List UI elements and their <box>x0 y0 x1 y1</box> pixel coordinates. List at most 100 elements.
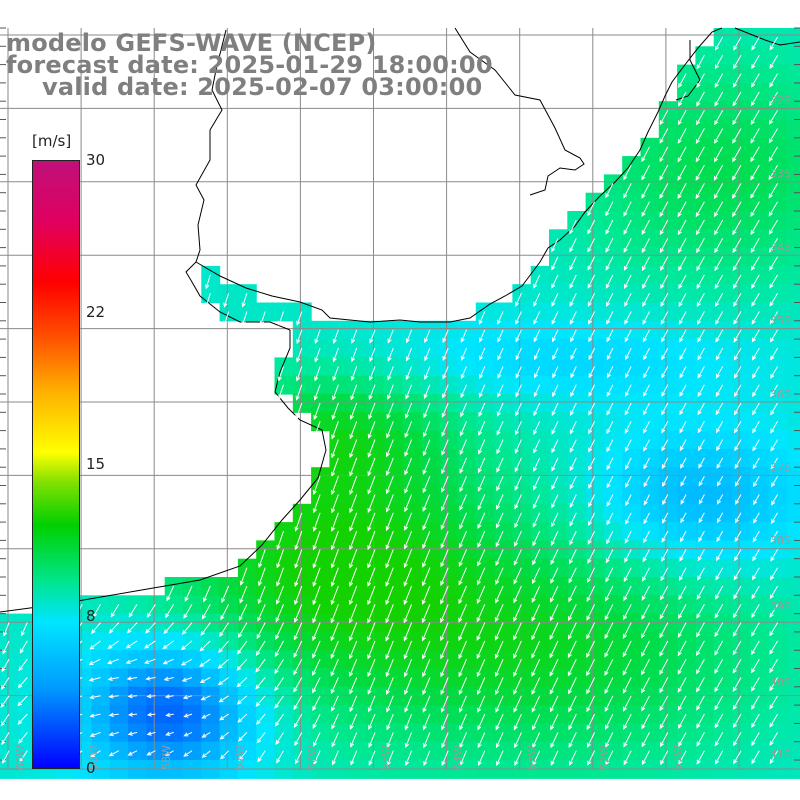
arrow-head <box>440 690 445 696</box>
arrow-head <box>769 265 774 271</box>
arrow-shaft <box>550 567 559 584</box>
wind-arrow <box>624 439 632 453</box>
arrow-shaft <box>331 439 339 458</box>
arrow-shaft <box>333 347 339 362</box>
arrow-shaft <box>513 677 522 695</box>
lon-label: 51W <box>671 745 684 770</box>
arrow-head <box>716 499 722 505</box>
wind-speed-cell <box>512 613 532 633</box>
wind-arrow <box>330 604 339 624</box>
arrow-head <box>567 671 572 677</box>
lat-label: 32S <box>770 94 791 107</box>
arrow-shaft <box>513 695 522 712</box>
wind-arrow <box>495 567 504 585</box>
arrow-shaft <box>332 366 339 381</box>
wind-arrow <box>659 128 669 144</box>
wind-arrow <box>387 329 394 344</box>
wind-arrow <box>750 183 760 199</box>
wind-arrow <box>660 311 669 325</box>
arrow-shaft <box>459 476 467 492</box>
wind-speed-cell <box>347 540 367 560</box>
wind-arrow <box>18 658 28 672</box>
wind-arrow <box>568 713 577 731</box>
arrow-shaft <box>440 640 449 659</box>
wind-speed-cell <box>768 577 788 596</box>
wind-arrow <box>514 732 522 749</box>
wind-arrow <box>750 146 760 163</box>
arrow-shaft <box>459 530 467 548</box>
wind-speed-cell <box>786 64 800 84</box>
wind-arrow <box>219 713 229 721</box>
wind-arrow <box>568 585 577 603</box>
arrow-shaft <box>515 347 522 360</box>
wind-speed-cell <box>567 577 587 596</box>
wind-arrow <box>696 55 705 70</box>
arrow-head <box>714 64 719 70</box>
wind-arrow <box>183 731 193 737</box>
arrow-head <box>514 523 519 529</box>
wind-arrow <box>274 695 284 709</box>
arrow-shaft <box>661 549 669 562</box>
wind-arrow <box>183 604 193 619</box>
wind-arrow <box>732 256 742 272</box>
wind-speed-cell <box>603 558 623 578</box>
wind-speed-cell <box>732 156 751 175</box>
arrow-shaft <box>349 677 358 694</box>
wind-arrow <box>296 311 303 326</box>
arrow-head <box>549 653 554 659</box>
wind-speed-cell <box>713 540 733 560</box>
arrow-shaft <box>751 329 760 342</box>
wind-arrow <box>218 640 229 654</box>
wind-arrow <box>403 622 413 642</box>
wind-speed-cell <box>292 741 312 761</box>
arrow-shaft <box>734 384 742 397</box>
arrow-shaft <box>385 549 394 568</box>
arrow-shaft <box>533 439 541 453</box>
arrow-shaft <box>732 695 742 710</box>
wind-arrow <box>696 622 705 638</box>
arrow-head <box>459 487 464 493</box>
wind-arrow <box>586 640 596 659</box>
arrow-head <box>312 545 317 551</box>
arrow-shaft <box>623 750 632 765</box>
arrow-shaft <box>330 677 339 694</box>
wind-arrow <box>258 549 266 569</box>
wind-speed-cell <box>622 705 642 724</box>
arrow-shaft <box>313 732 321 747</box>
arrow-head <box>513 653 518 659</box>
wind-arrow <box>532 549 541 566</box>
arrow-shaft <box>696 91 705 106</box>
wind-speed-cell <box>713 339 733 358</box>
arrow-head <box>733 759 738 765</box>
wind-speed-cell <box>695 357 715 377</box>
arrow-head <box>89 753 96 758</box>
arrow-head <box>623 193 628 199</box>
arrow-shaft <box>256 622 266 639</box>
arrow-shaft <box>715 366 724 378</box>
arrow-shaft <box>314 329 321 344</box>
arrow-shaft <box>587 274 596 289</box>
arrow-head <box>110 612 115 618</box>
wind-arrow <box>404 494 413 513</box>
wind-arrow <box>534 347 541 361</box>
wind-arrow <box>751 585 760 600</box>
wind-speed-cell <box>732 229 751 249</box>
wind-arrow <box>605 549 614 564</box>
wind-speed-cell <box>786 229 800 249</box>
arrow-shaft <box>732 658 742 673</box>
arrow-head <box>367 526 372 532</box>
arrow-shaft <box>108 677 119 680</box>
arrow-shaft <box>221 585 230 603</box>
wind-arrow <box>386 402 394 420</box>
wind-arrow <box>733 732 742 747</box>
wind-speed-cell <box>366 448 385 468</box>
arrow-head <box>677 687 682 693</box>
arrow-shaft <box>678 732 687 747</box>
wind-arrow <box>459 476 467 493</box>
arrow-head <box>696 759 701 765</box>
arrow-shaft <box>641 622 650 638</box>
wind-speed-cell <box>420 558 440 578</box>
wind-speed-cell <box>713 595 733 615</box>
wind-arrow <box>350 384 358 401</box>
wind-arrow <box>276 530 284 550</box>
